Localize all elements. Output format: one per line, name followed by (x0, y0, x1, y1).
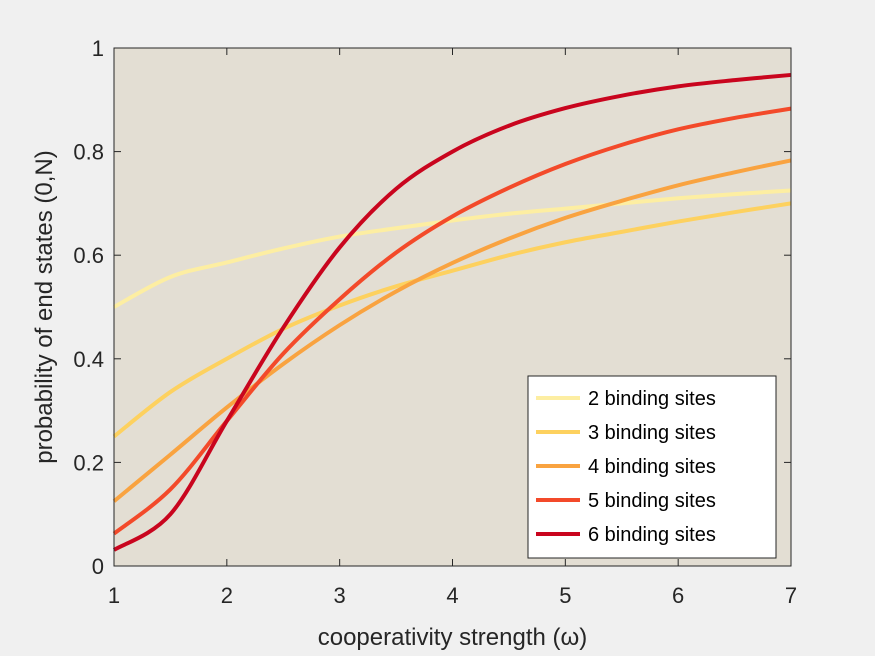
x-tick-label: 7 (785, 583, 797, 608)
legend-label-4: 5 binding sites (588, 490, 716, 512)
x-tick-label: 3 (334, 583, 346, 608)
x-tick-label: 1 (108, 583, 120, 608)
series-line-1 (113, 188, 792, 309)
y-axis-label: probability of end states (0,N) (31, 150, 58, 464)
y-tick-label: 0.4 (73, 347, 104, 372)
y-tick-label: 0 (92, 554, 104, 579)
series-line-5 (112, 72, 792, 552)
series-line-3 (112, 158, 792, 503)
x-tick-label: 2 (221, 583, 233, 608)
axes (113, 47, 792, 567)
legend: 2 binding sites 3 binding sites 4 binding … (527, 375, 777, 559)
y-tick-label: 0.6 (73, 243, 104, 268)
series-layer (112, 72, 792, 552)
series-line-2 (112, 201, 792, 439)
y-tick-label: 0.8 (73, 140, 104, 165)
x-tick-label: 5 (559, 583, 571, 608)
legend-label-1: 2 binding sites (588, 388, 716, 410)
tick-labels: 1 2 3 4 5 6 7 0 0.2 0.4 0.6 0.8 1 (73, 36, 797, 608)
x-axis-label: cooperativity strength (ω) (318, 624, 588, 651)
y-tick-label: 1 (92, 36, 104, 61)
x-tick-label: 6 (672, 583, 684, 608)
legend-label-5: 6 binding sites (588, 524, 716, 546)
y-tick-label: 0.2 (73, 450, 104, 475)
legend-label-3: 4 binding sites (588, 456, 716, 478)
x-tick-label: 4 (446, 583, 458, 608)
legend-label-2: 3 binding sites (588, 422, 716, 444)
